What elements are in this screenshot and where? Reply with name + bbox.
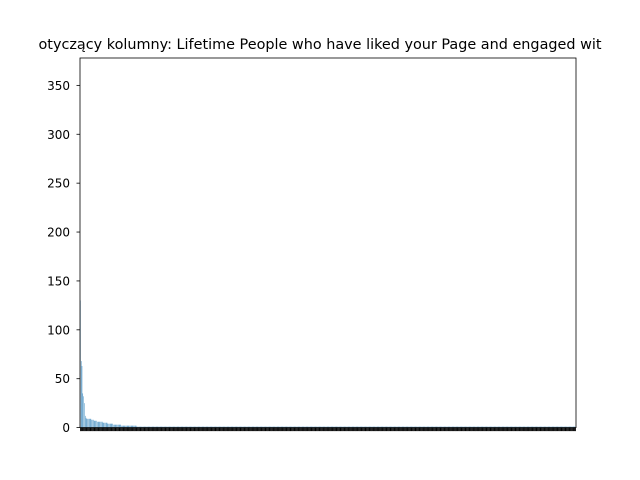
y-axis-ticks: 0 50 100 150 200 250 300 350 (47, 79, 80, 435)
bars-group (80, 300, 576, 428)
y-tick-label: 250 (47, 177, 70, 191)
y-tick-label: 0 (62, 421, 70, 435)
y-tick-label: 50 (55, 372, 70, 386)
y-tick-label: 100 (47, 323, 70, 337)
y-tick-label: 350 (47, 79, 70, 93)
y-tick-label: 150 (47, 274, 70, 288)
x-axis-ticks (80, 427, 576, 432)
y-tick-label: 200 (47, 226, 70, 240)
chart-title: otyczący kolumny: Lifetime People who ha… (39, 37, 602, 53)
plot-frame (79, 57, 577, 429)
y-tick-label: 300 (47, 128, 70, 142)
